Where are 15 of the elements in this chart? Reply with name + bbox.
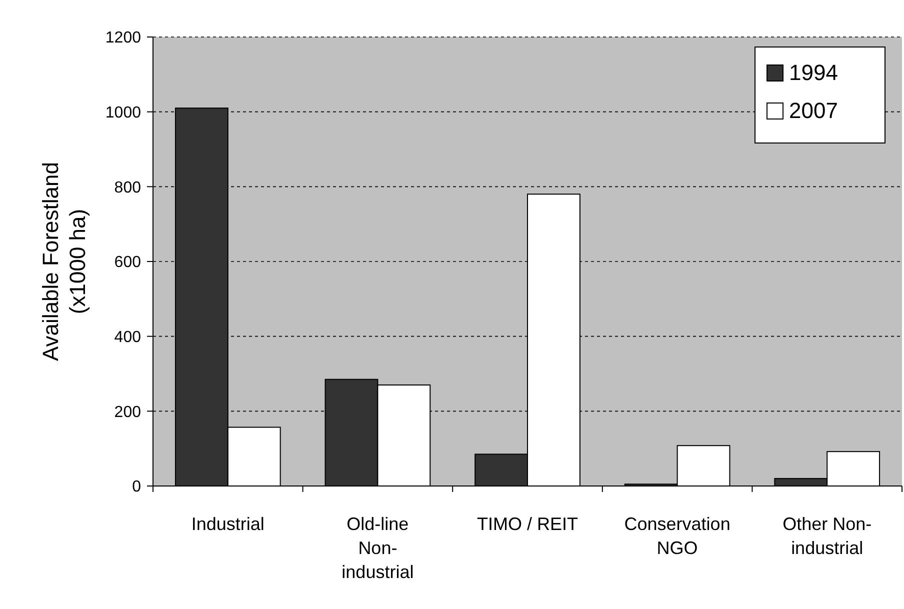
y-tick-label: 200 xyxy=(114,404,142,421)
x-tick-label: Other Non-industrial xyxy=(782,514,872,558)
y-tick-label: 1200 xyxy=(105,30,142,47)
x-tick-label: Conservation NGO xyxy=(624,514,730,558)
legend-label: 2007 xyxy=(789,98,838,123)
y-tick-label: 0 xyxy=(132,478,142,496)
x-tick-label: Industrial xyxy=(191,514,264,534)
y-tick-label: 600 xyxy=(114,254,142,272)
x-tick-label: Old-line Non-industrial xyxy=(342,514,414,582)
y-tick-label: 400 xyxy=(114,328,142,346)
x-tick-label: TIMO / REIT xyxy=(477,514,578,534)
y-tick-label: 800 xyxy=(114,179,142,196)
y-axis-title: Available Forestland (x1000 ha) xyxy=(38,162,90,361)
y-tick-label: 1000 xyxy=(105,104,142,122)
legend-label: 1994 xyxy=(789,60,838,85)
